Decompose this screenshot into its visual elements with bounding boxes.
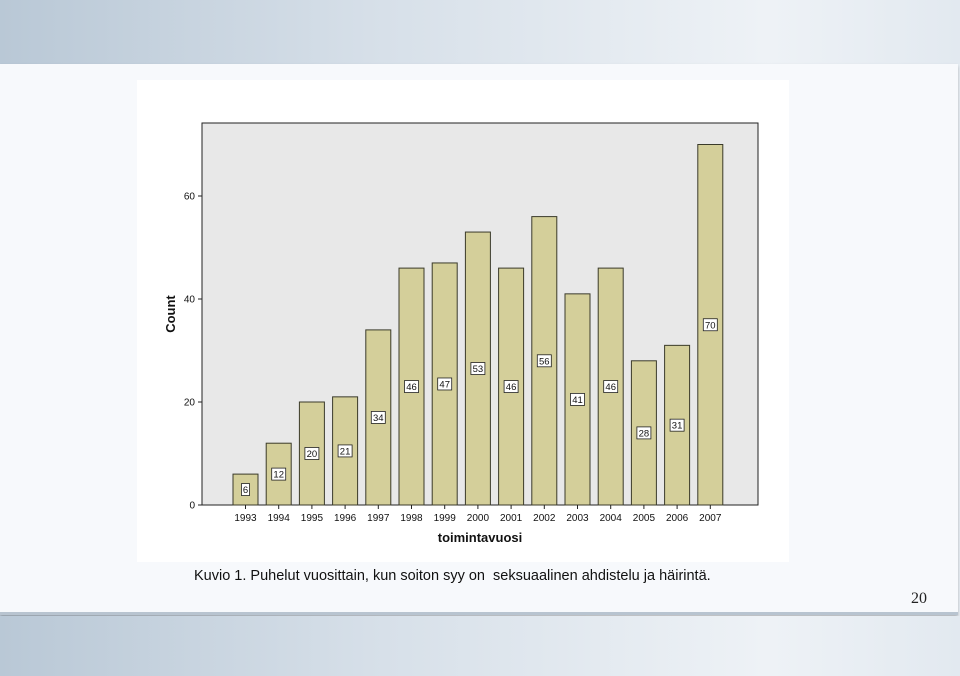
data-label-box [702, 318, 718, 332]
data-label-box [404, 380, 419, 393]
bars-group [232, 144, 724, 506]
data-label-2002: 56 [539, 356, 550, 367]
x-tick-label-1997: 1997 [367, 513, 390, 524]
data-label-1997: 34 [373, 413, 384, 424]
data-label-2004: 46 [605, 382, 616, 393]
data-label-box [536, 354, 552, 368]
data-label-box [669, 418, 685, 432]
y-axis-label: Count [163, 295, 178, 333]
data-label-1996: 21 [340, 446, 351, 457]
data-label-1994: 12 [273, 470, 284, 481]
chart-panel: Count toimintavuosi 0 20 40 60 1993 1994 1995… [137, 80, 789, 562]
y-tick-label-60: 60 [184, 192, 196, 203]
data-label-2007: 70 [705, 320, 716, 331]
y-tick-label-20: 20 [184, 398, 196, 409]
data-label-box [570, 393, 585, 406]
data-label-box [370, 411, 386, 424]
data-label-2001: 46 [506, 382, 517, 393]
data-label-1993: 6 [243, 485, 248, 496]
data-label-box [241, 483, 250, 496]
x-tick-label-2002: 2002 [533, 513, 556, 524]
header-band [0, 0, 960, 64]
x-ticks-group: 1993 1994 1995 1996 1997 1998 1999 2000 2001 2002… [234, 505, 722, 524]
x-tick-label-1996: 1996 [334, 513, 357, 524]
data-label-1998: 46 [406, 382, 417, 393]
x-tick-label-2006: 2006 [666, 513, 689, 524]
x-tick-label-1998: 1998 [400, 513, 423, 524]
data-label-box [636, 426, 652, 440]
figure-caption: Kuvio 1. Puhelut vuosittain, kun soiton … [194, 568, 711, 584]
x-tick-label-2000: 2000 [467, 513, 490, 524]
page-number: 20 [911, 590, 927, 607]
x-tick-label-1993: 1993 [234, 513, 257, 524]
footer-band [0, 616, 960, 676]
data-label-box [304, 447, 320, 460]
x-tick-label-2004: 2004 [600, 513, 623, 524]
y-tick-label-0: 0 [189, 501, 195, 512]
x-axis-label: toimintavuosi [438, 530, 523, 545]
data-label-box [271, 467, 287, 481]
data-label-box [503, 380, 519, 393]
bar-chart: Count toimintavuosi 0 20 40 60 1993 1994 1995… [163, 122, 759, 545]
x-tick-label-2005: 2005 [633, 513, 656, 524]
data-label-box [470, 362, 486, 375]
data-label-box [437, 377, 453, 391]
data-labels-group: 6 12 20 21 34 46 47 53 46 56 41 46 28 31 70 [241, 318, 718, 496]
data-label-box [337, 444, 353, 458]
data-label-2005: 28 [639, 428, 650, 439]
x-tick-label-2003: 2003 [566, 513, 589, 524]
data-label-1995: 20 [307, 449, 318, 460]
x-tick-label-2007: 2007 [699, 513, 722, 524]
data-label-2000: 53 [473, 364, 484, 375]
x-tick-label-1995: 1995 [301, 513, 324, 524]
data-label-1999: 47 [439, 379, 450, 390]
y-tick-label-40: 40 [184, 295, 196, 306]
data-label-box [603, 380, 619, 393]
data-label-2006: 31 [672, 421, 683, 432]
x-tick-label-1994: 1994 [268, 513, 291, 524]
x-tick-label-2001: 2001 [500, 513, 523, 524]
y-ticks-group: 0 20 40 60 [184, 192, 202, 512]
x-tick-label-1999: 1999 [434, 513, 457, 524]
data-label-2003: 41 [572, 395, 583, 406]
